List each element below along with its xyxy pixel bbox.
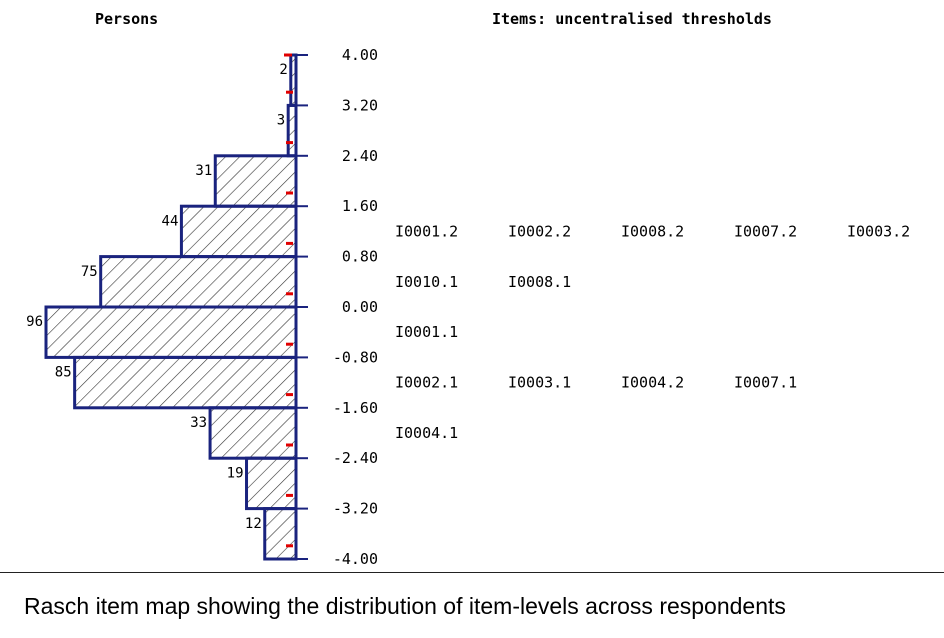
item-threshold-label: I0007.1 (734, 374, 797, 392)
y-tick-label: 3.20 (342, 96, 378, 114)
person-count-label: 12 (245, 516, 262, 532)
person-count-label: 85 (55, 365, 72, 381)
person-count-label: 44 (162, 213, 179, 229)
person-bar (213, 154, 298, 208)
plot-svg: 2 3 31 44 75 96 85 33 19 12 4.00 3.20 2.40 1.60 0.80 0.… (26, 46, 910, 568)
item-threshold-label: I0001.2 (395, 222, 458, 240)
item-threshold-label: I0004.2 (621, 374, 684, 392)
item-threshold-label: I0002.2 (508, 222, 571, 240)
person-count-label: 75 (81, 264, 98, 280)
person-bar (245, 456, 298, 511)
persons-header: Persons (95, 10, 159, 28)
y-tick-label: -0.80 (333, 348, 378, 366)
figure-caption: Rasch item map showing the distribution … (24, 593, 786, 619)
item-threshold-label: I0003.1 (508, 374, 571, 392)
item-threshold-label: I0008.1 (508, 273, 571, 291)
item-threshold-label: I0004.1 (395, 424, 458, 442)
item-threshold-label: I0003.2 (847, 222, 910, 240)
y-tick-label: -3.20 (333, 500, 378, 518)
person-bar (73, 355, 298, 410)
person-count-label: 19 (227, 465, 244, 481)
y-tick-label: -1.60 (333, 399, 378, 417)
y-tick-label: 1.60 (342, 197, 378, 215)
item-threshold-label: I0008.2 (621, 222, 684, 240)
person-bar (208, 406, 298, 460)
item-threshold-label: I0001.1 (395, 323, 458, 341)
person-count-label: 31 (195, 163, 212, 179)
item-threshold-label: I0010.1 (395, 273, 458, 291)
item-threshold-label: I0002.1 (395, 374, 458, 392)
person-bar (44, 305, 298, 359)
y-tick-label: 0.80 (342, 248, 378, 266)
y-tick-label: -2.40 (333, 449, 378, 467)
y-tick-label: 2.40 (342, 147, 378, 165)
y-tick-label: -4.00 (333, 550, 378, 568)
person-count-label: 96 (26, 314, 43, 330)
person-count-label: 33 (190, 415, 207, 431)
person-bar (179, 204, 298, 259)
person-bar (263, 507, 298, 561)
y-tick-label: 0.00 (342, 298, 378, 316)
item-map-chart: Persons Items: uncentralised thresholds … (26, 10, 910, 568)
person-count-label: 2 (279, 62, 287, 78)
item-threshold-label: I0007.2 (734, 222, 797, 240)
y-tick-label: 4.00 (342, 46, 378, 64)
caption-box: Rasch item map showing the distribution … (0, 572, 944, 638)
person-bar (99, 255, 298, 309)
items-header: Items: uncentralised thresholds (492, 10, 772, 28)
person-count-label: 3 (277, 113, 285, 129)
